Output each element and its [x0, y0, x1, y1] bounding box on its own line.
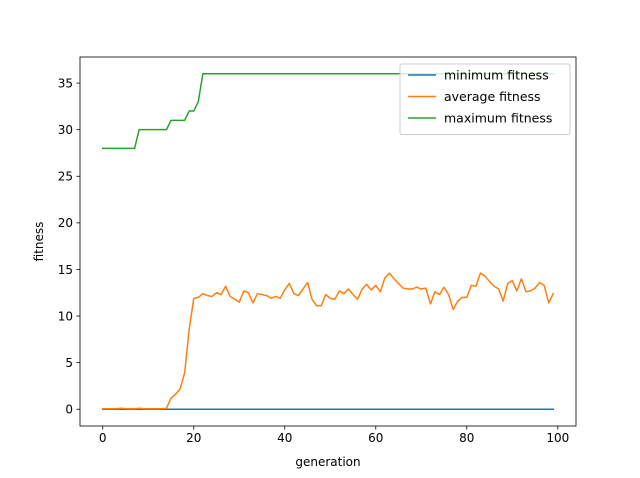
- y-tick-label: 20: [58, 216, 73, 230]
- legend-label-3: maximum fitness: [444, 111, 552, 126]
- x-tick-label: 40: [277, 431, 292, 445]
- x-axis-title: generation: [295, 455, 360, 469]
- y-tick-label: 25: [58, 170, 73, 184]
- y-tick-label: 15: [58, 263, 73, 277]
- legend: minimum fitness average fitness maximum fi…: [399, 63, 571, 135]
- y-tick-label: 10: [58, 309, 73, 323]
- x-tick-label: 80: [459, 431, 474, 445]
- plot-frame: [79, 56, 577, 427]
- y-tick-label: 30: [58, 123, 73, 137]
- y-axis-title: fitness: [32, 222, 46, 262]
- legend-label-2: average fitness: [444, 89, 541, 104]
- series-layer: [102, 73, 555, 410]
- y-tick-label: 5: [65, 356, 73, 370]
- y-axis: 0 5 10 15 20 25 30 35: [58, 76, 80, 417]
- y-tick-label: 35: [58, 76, 73, 90]
- legend-box: [399, 63, 571, 135]
- x-axis: 0 20 40 60 80 100: [99, 426, 569, 445]
- x-tick-label: 0: [99, 431, 107, 445]
- x-tick-label: 100: [546, 431, 569, 445]
- x-tick-label: 60: [368, 431, 383, 445]
- series-line-2: [102, 272, 555, 410]
- series-line-3: [102, 73, 554, 150]
- x-tick-label: 20: [186, 431, 201, 445]
- legend-label-1: minimum fitness: [444, 68, 549, 83]
- y-tick-label: 0: [65, 403, 73, 417]
